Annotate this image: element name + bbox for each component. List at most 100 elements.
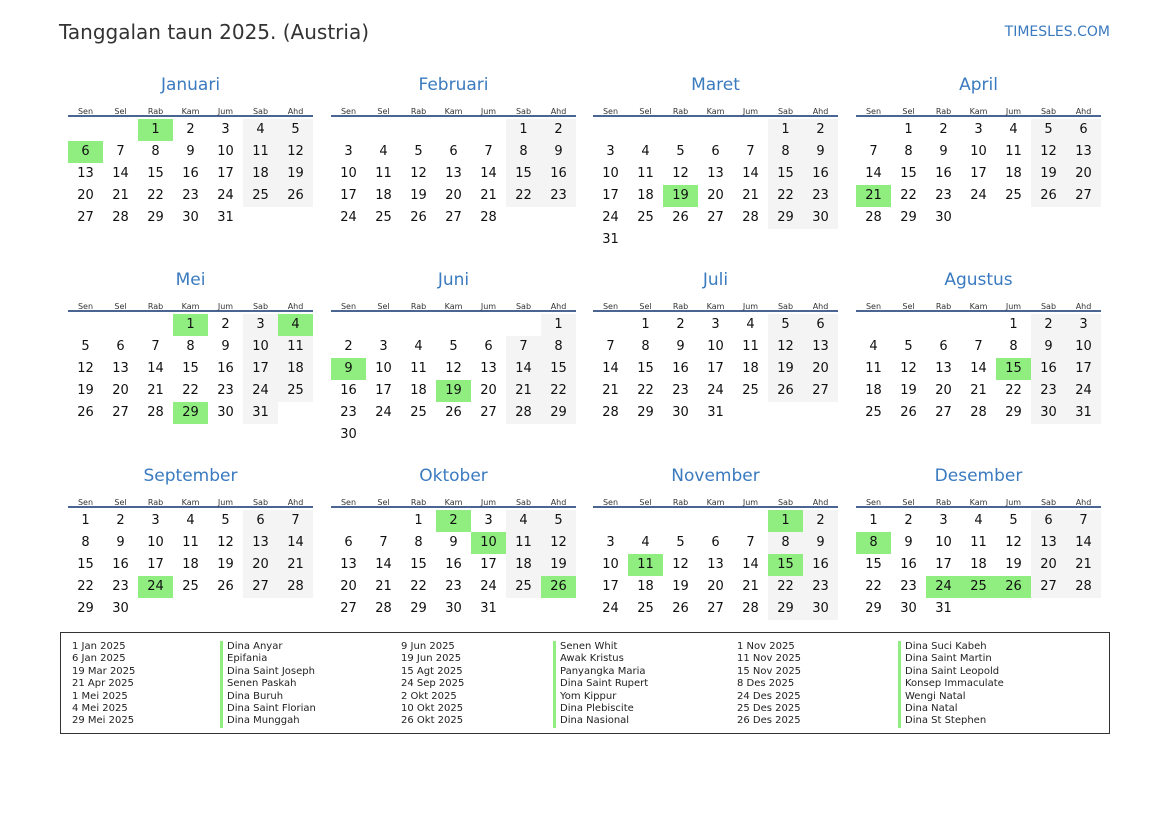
day[interactable]: 19	[768, 358, 803, 380]
day[interactable]: 21	[278, 554, 313, 576]
day[interactable]: 28	[865, 210, 882, 225]
day[interactable]: 30	[672, 405, 689, 420]
day[interactable]: 28	[278, 576, 313, 598]
day[interactable]: 30	[182, 210, 199, 225]
day[interactable]: 13	[935, 361, 952, 376]
day[interactable]: 15	[865, 557, 882, 572]
holiday-day[interactable]: 26	[996, 576, 1031, 598]
day[interactable]: 24	[480, 579, 497, 594]
day[interactable]: 29	[768, 598, 803, 620]
day[interactable]: 19	[217, 557, 234, 572]
day[interactable]: 28	[602, 405, 619, 420]
day[interactable]: 30	[1031, 402, 1066, 424]
day[interactable]: 31	[217, 210, 234, 225]
day[interactable]: 12	[900, 361, 917, 376]
day[interactable]: 22	[768, 576, 803, 598]
day[interactable]: 15	[147, 166, 164, 181]
day[interactable]: 4	[746, 317, 755, 332]
day[interactable]: 26	[900, 405, 917, 420]
day[interactable]: 26	[278, 185, 313, 207]
day[interactable]: 25	[865, 405, 882, 420]
day[interactable]: 27	[445, 210, 462, 225]
day[interactable]: 20	[707, 579, 724, 594]
day[interactable]: 20	[803, 358, 838, 380]
day[interactable]: 25	[637, 210, 654, 225]
day[interactable]: 3	[379, 339, 388, 354]
day[interactable]: 22	[865, 579, 882, 594]
day[interactable]: 18	[865, 383, 882, 398]
day[interactable]: 11	[1005, 144, 1022, 159]
day[interactable]: 23	[900, 579, 917, 594]
day[interactable]: 18	[243, 163, 278, 185]
day[interactable]: 2	[221, 317, 230, 332]
day[interactable]: 7	[116, 144, 125, 159]
day[interactable]: 17	[480, 557, 497, 572]
day[interactable]: 13	[707, 166, 724, 181]
day[interactable]: 26	[672, 210, 689, 225]
day[interactable]: 9	[676, 339, 685, 354]
day[interactable]: 4	[641, 144, 650, 159]
day[interactable]: 31	[1066, 402, 1101, 424]
day[interactable]: 6	[803, 314, 838, 336]
day[interactable]: 3	[243, 314, 278, 336]
day[interactable]: 23	[803, 185, 838, 207]
day[interactable]: 17	[340, 188, 357, 203]
day[interactable]: 29	[900, 210, 917, 225]
day[interactable]: 15	[637, 361, 654, 376]
day[interactable]: 7	[151, 339, 160, 354]
day[interactable]: 14	[742, 166, 759, 181]
day[interactable]: 21	[375, 579, 392, 594]
day[interactable]: 1	[904, 122, 913, 137]
day[interactable]: 11	[742, 339, 759, 354]
day[interactable]: 26	[77, 405, 94, 420]
day[interactable]: 6	[243, 510, 278, 532]
day[interactable]: 19	[541, 554, 576, 576]
day[interactable]: 28	[480, 210, 497, 225]
day[interactable]: 17	[243, 358, 278, 380]
day[interactable]: 14	[480, 166, 497, 181]
day[interactable]: 9	[939, 144, 948, 159]
day[interactable]: 5	[449, 339, 458, 354]
day[interactable]: 12	[1005, 535, 1022, 550]
day[interactable]: 7	[1066, 510, 1101, 532]
day[interactable]: 13	[112, 361, 129, 376]
day[interactable]: 17	[1066, 358, 1101, 380]
day[interactable]: 22	[147, 188, 164, 203]
day[interactable]: 17	[147, 557, 164, 572]
day[interactable]: 12	[217, 535, 234, 550]
day[interactable]: 17	[970, 166, 987, 181]
day[interactable]: 14	[506, 358, 541, 380]
day[interactable]: 19	[672, 579, 689, 594]
day[interactable]: 19	[77, 383, 94, 398]
day[interactable]: 16	[340, 383, 357, 398]
day[interactable]: 11	[506, 532, 541, 554]
day[interactable]: 13	[480, 361, 497, 376]
day[interactable]: 5	[414, 144, 423, 159]
day[interactable]: 20	[935, 383, 952, 398]
day[interactable]: 19	[900, 383, 917, 398]
day[interactable]: 15	[410, 557, 427, 572]
day[interactable]: 25	[278, 380, 313, 402]
day[interactable]: 20	[112, 383, 129, 398]
day[interactable]: 2	[803, 510, 838, 532]
day[interactable]: 10	[147, 535, 164, 550]
day[interactable]: 12	[768, 336, 803, 358]
day[interactable]: 5	[278, 119, 313, 141]
day[interactable]: 9	[541, 141, 576, 163]
day[interactable]: 3	[1066, 314, 1101, 336]
day[interactable]: 28	[742, 210, 759, 225]
day[interactable]: 22	[182, 383, 199, 398]
day[interactable]: 14	[1066, 532, 1101, 554]
day[interactable]: 29	[865, 601, 882, 616]
day[interactable]: 4	[869, 339, 878, 354]
day[interactable]: 29	[637, 405, 654, 420]
day[interactable]: 16	[445, 557, 462, 572]
day[interactable]: 3	[974, 122, 983, 137]
day[interactable]: 10	[970, 144, 987, 159]
day[interactable]: 30	[900, 601, 917, 616]
day[interactable]: 8	[904, 144, 913, 159]
day[interactable]: 10	[1066, 336, 1101, 358]
day[interactable]: 27	[112, 405, 129, 420]
day[interactable]: 24	[340, 210, 357, 225]
day[interactable]: 24	[602, 601, 619, 616]
